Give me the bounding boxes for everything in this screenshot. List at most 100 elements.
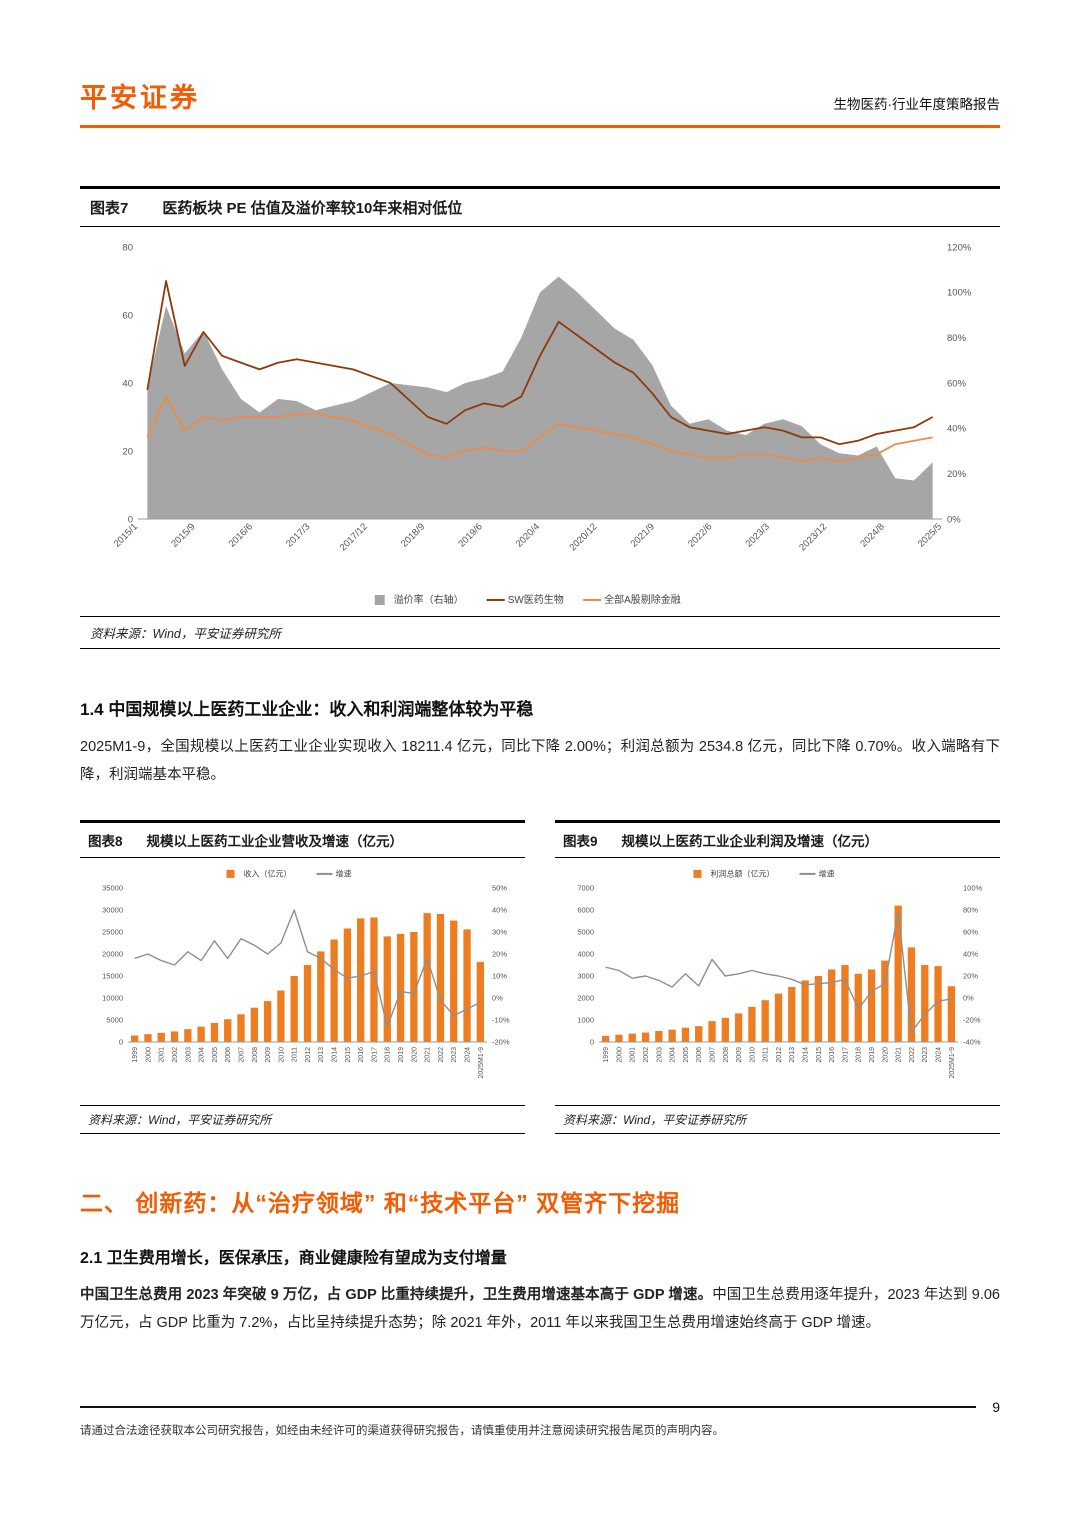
svg-text:2023: 2023 (922, 1046, 929, 1062)
svg-text:2015/1: 2015/1 (112, 521, 140, 549)
footer-rule-row: 9 (80, 1399, 1000, 1415)
svg-text:2018/9: 2018/9 (399, 521, 427, 549)
svg-text:-40%: -40% (963, 1037, 981, 1046)
svg-text:2000: 2000 (616, 1046, 623, 1062)
svg-text:2015: 2015 (816, 1046, 823, 1062)
svg-text:2016: 2016 (829, 1046, 836, 1062)
svg-text:20%: 20% (492, 949, 507, 958)
svg-text:2010: 2010 (749, 1046, 756, 1062)
svg-text:-10%: -10% (492, 1015, 510, 1024)
svg-text:利润总额（亿元）: 利润总额（亿元） (711, 868, 775, 878)
svg-text:2005: 2005 (212, 1046, 219, 1062)
svg-text:2016: 2016 (358, 1046, 365, 1062)
svg-text:2025/5: 2025/5 (916, 521, 944, 549)
svg-text:2007: 2007 (238, 1046, 245, 1062)
svg-text:40%: 40% (492, 905, 507, 914)
svg-text:50%: 50% (492, 883, 507, 892)
svg-text:100%: 100% (963, 883, 983, 892)
svg-text:2004: 2004 (199, 1046, 206, 1062)
page-footer: 9 请通过合法途径获取本公司研究报告，如经由未经许可的渠道获得研究报告，请慎重使… (80, 1399, 1000, 1438)
svg-text:80%: 80% (947, 333, 967, 344)
svg-text:10000: 10000 (102, 993, 123, 1002)
svg-text:-20%: -20% (492, 1037, 510, 1046)
svg-text:35000: 35000 (102, 883, 123, 892)
section-2-1-paragraph: 中国卫生总费用 2023 年突破 9 万亿，占 GDP 比重持续提升，卫生费用增… (80, 1281, 1000, 1338)
svg-text:5000: 5000 (106, 1015, 123, 1024)
report-type-label: 生物医药·行业年度策略报告 (833, 97, 1001, 112)
svg-text:2023: 2023 (451, 1046, 458, 1062)
svg-text:0: 0 (128, 514, 133, 525)
svg-text:2021/9: 2021/9 (629, 521, 657, 549)
svg-text:6000: 6000 (577, 905, 594, 914)
svg-text:2000: 2000 (145, 1046, 152, 1062)
svg-text:40: 40 (122, 378, 133, 389)
svg-text:2021: 2021 (896, 1046, 903, 1062)
svg-text:2017/3: 2017/3 (284, 521, 312, 549)
svg-text:溢价率（右轴）: 溢价率（右轴） (394, 593, 464, 606)
svg-text:全部A股剔除金融: 全部A股剔除金融 (604, 593, 681, 606)
svg-text:2011: 2011 (292, 1046, 299, 1061)
figure8-block: 图表8 规模以上医药工业企业营收及增速（亿元） 0 5000 10000 15000 2… (80, 819, 525, 1134)
svg-text:25000: 25000 (102, 927, 123, 936)
figure7-block: 图表7 医药板块 PE 估值及溢价率较10年来相对低位 0 20 40 60 80 0% 2… (80, 186, 1000, 649)
svg-text:SW医药生物: SW医药生物 (508, 593, 564, 606)
svg-text:2017: 2017 (371, 1046, 378, 1062)
svg-text:5000: 5000 (577, 927, 594, 936)
svg-text:3000: 3000 (577, 971, 594, 980)
page-header: 平安证券 生物医药·行业年度策略报告 (0, 0, 1080, 125)
svg-text:0%: 0% (492, 993, 503, 1002)
svg-text:120%: 120% (947, 242, 972, 253)
svg-text:2003: 2003 (656, 1046, 663, 1062)
svg-text:2011: 2011 (763, 1046, 770, 1061)
svg-text:2015/9: 2015/9 (169, 521, 197, 549)
svg-text:2024/8: 2024/8 (858, 521, 886, 549)
svg-text:2002: 2002 (172, 1046, 179, 1062)
svg-text:2009: 2009 (736, 1046, 743, 1062)
svg-text:2020/4: 2020/4 (514, 521, 542, 549)
svg-text:2012: 2012 (776, 1046, 783, 1062)
svg-text:1999: 1999 (132, 1046, 139, 1062)
svg-text:0%: 0% (963, 993, 974, 1002)
section-2-1-heading: 2.1 卫生费用增长，医保承压，商业健康险有望成为支付增量 (80, 1249, 507, 1267)
revenue-growth-chart: 0 5000 10000 15000 20000 25000 30000 35000 -20% -… (102, 868, 510, 1078)
footer-divider (80, 1406, 977, 1408)
figure7-title-row: 图表7 医药板块 PE 估值及溢价率较10年来相对低位 (80, 186, 1000, 227)
svg-text:1999: 1999 (603, 1046, 610, 1062)
svg-text:2023/3: 2023/3 (744, 521, 772, 549)
svg-text:2000: 2000 (577, 993, 594, 1002)
svg-text:-20%: -20% (963, 1015, 981, 1024)
svg-text:2013: 2013 (789, 1046, 796, 1062)
figure9-source: 资料来源：Wind，平安证券研究所 (555, 1104, 1000, 1134)
svg-text:20%: 20% (947, 469, 967, 480)
svg-text:2018: 2018 (856, 1046, 863, 1062)
header-divider (80, 125, 1000, 128)
svg-text:0%: 0% (947, 514, 961, 525)
svg-text:2024: 2024 (465, 1046, 472, 1062)
figure8-source: 资料来源：Wind，平安证券研究所 (80, 1104, 525, 1134)
svg-text:2010: 2010 (278, 1046, 285, 1062)
svg-text:2017: 2017 (842, 1046, 849, 1062)
svg-text:10%: 10% (492, 971, 507, 980)
svg-text:2001: 2001 (630, 1046, 637, 1062)
brand-logo: 平安证券 (80, 83, 200, 113)
svg-text:2020/12: 2020/12 (567, 521, 599, 553)
svg-text:0: 0 (590, 1037, 594, 1046)
svg-text:2019: 2019 (869, 1046, 876, 1062)
svg-text:2021: 2021 (425, 1046, 432, 1062)
svg-text:1000: 1000 (577, 1015, 594, 1024)
figure7-title: 医药板块 PE 估值及溢价率较10年来相对低位 (162, 200, 463, 217)
svg-text:2022: 2022 (438, 1046, 445, 1062)
figure8-title-row: 图表8 规模以上医药工业企业营收及增速（亿元） (80, 819, 525, 858)
svg-text:2012: 2012 (305, 1046, 312, 1062)
svg-text:增速: 增速 (819, 868, 835, 878)
svg-text:2025M1-9: 2025M1-9 (478, 1046, 485, 1078)
pe-premium-chart: 0 20 40 60 80 0% 20% 40% 60% 80% 100% 120% 2015/1 201… (112, 242, 972, 606)
svg-text:2014: 2014 (803, 1046, 810, 1062)
svg-text:2017/12: 2017/12 (338, 521, 370, 553)
figure8-title: 规模以上医药工业企业营收及增速（亿元） (146, 833, 404, 849)
svg-text:2008: 2008 (252, 1046, 259, 1062)
svg-text:增速: 增速 (336, 868, 352, 878)
svg-text:2019/6: 2019/6 (456, 521, 484, 549)
figure8-label: 图表8 (88, 833, 123, 849)
